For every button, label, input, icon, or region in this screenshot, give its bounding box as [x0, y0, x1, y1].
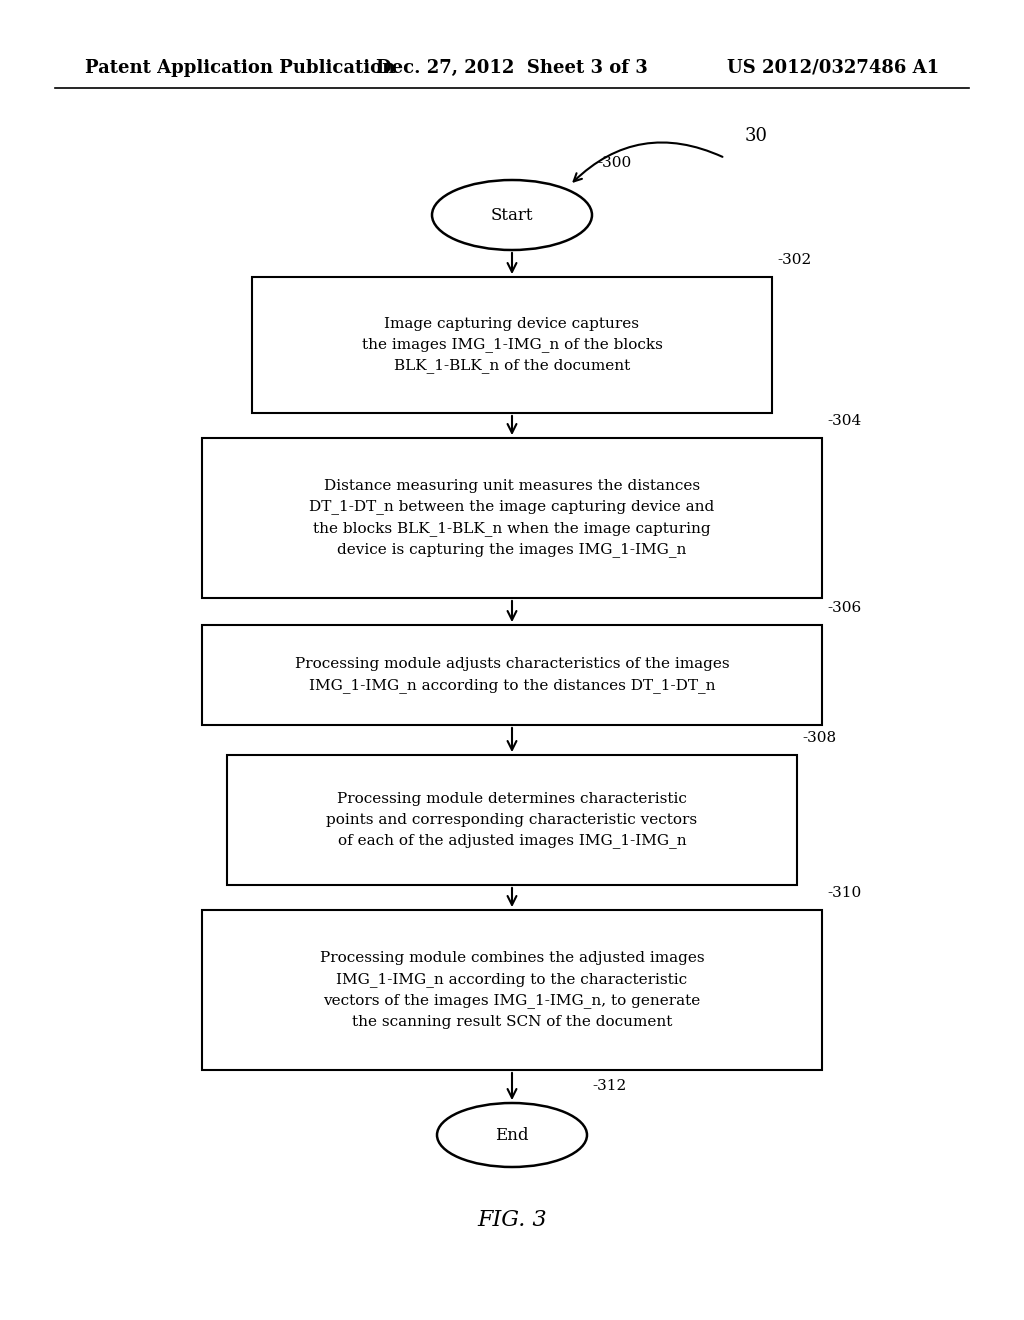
Text: Processing module combines the adjusted images
IMG_1-IMG_n according to the char: Processing module combines the adjusted … [319, 952, 705, 1028]
Text: -306: -306 [827, 601, 861, 615]
Text: Processing module determines characteristic
points and corresponding characteris: Processing module determines characteris… [327, 792, 697, 847]
Text: Patent Application Publication: Patent Application Publication [85, 59, 395, 77]
Text: FIG. 3: FIG. 3 [477, 1209, 547, 1232]
Text: Start: Start [490, 206, 534, 223]
Text: -304: -304 [827, 414, 861, 428]
Text: -310: -310 [827, 886, 861, 900]
Text: US 2012/0327486 A1: US 2012/0327486 A1 [727, 59, 939, 77]
Text: Processing module adjusts characteristics of the images
IMG_1-IMG_n according to: Processing module adjusts characteristic… [295, 657, 729, 693]
Text: Dec. 27, 2012  Sheet 3 of 3: Dec. 27, 2012 Sheet 3 of 3 [376, 59, 648, 77]
Text: Distance measuring unit measures the distances
DT_1-DT_n between the image captu: Distance measuring unit measures the dis… [309, 479, 715, 557]
Text: 30: 30 [745, 127, 768, 145]
Text: -300: -300 [597, 156, 631, 170]
Text: End: End [496, 1126, 528, 1143]
Text: Image capturing device captures
the images IMG_1-IMG_n of the blocks
BLK_1-BLK_n: Image capturing device captures the imag… [361, 317, 663, 374]
Text: -308: -308 [802, 731, 837, 744]
Text: -302: -302 [777, 253, 811, 267]
Text: -312: -312 [592, 1078, 627, 1093]
